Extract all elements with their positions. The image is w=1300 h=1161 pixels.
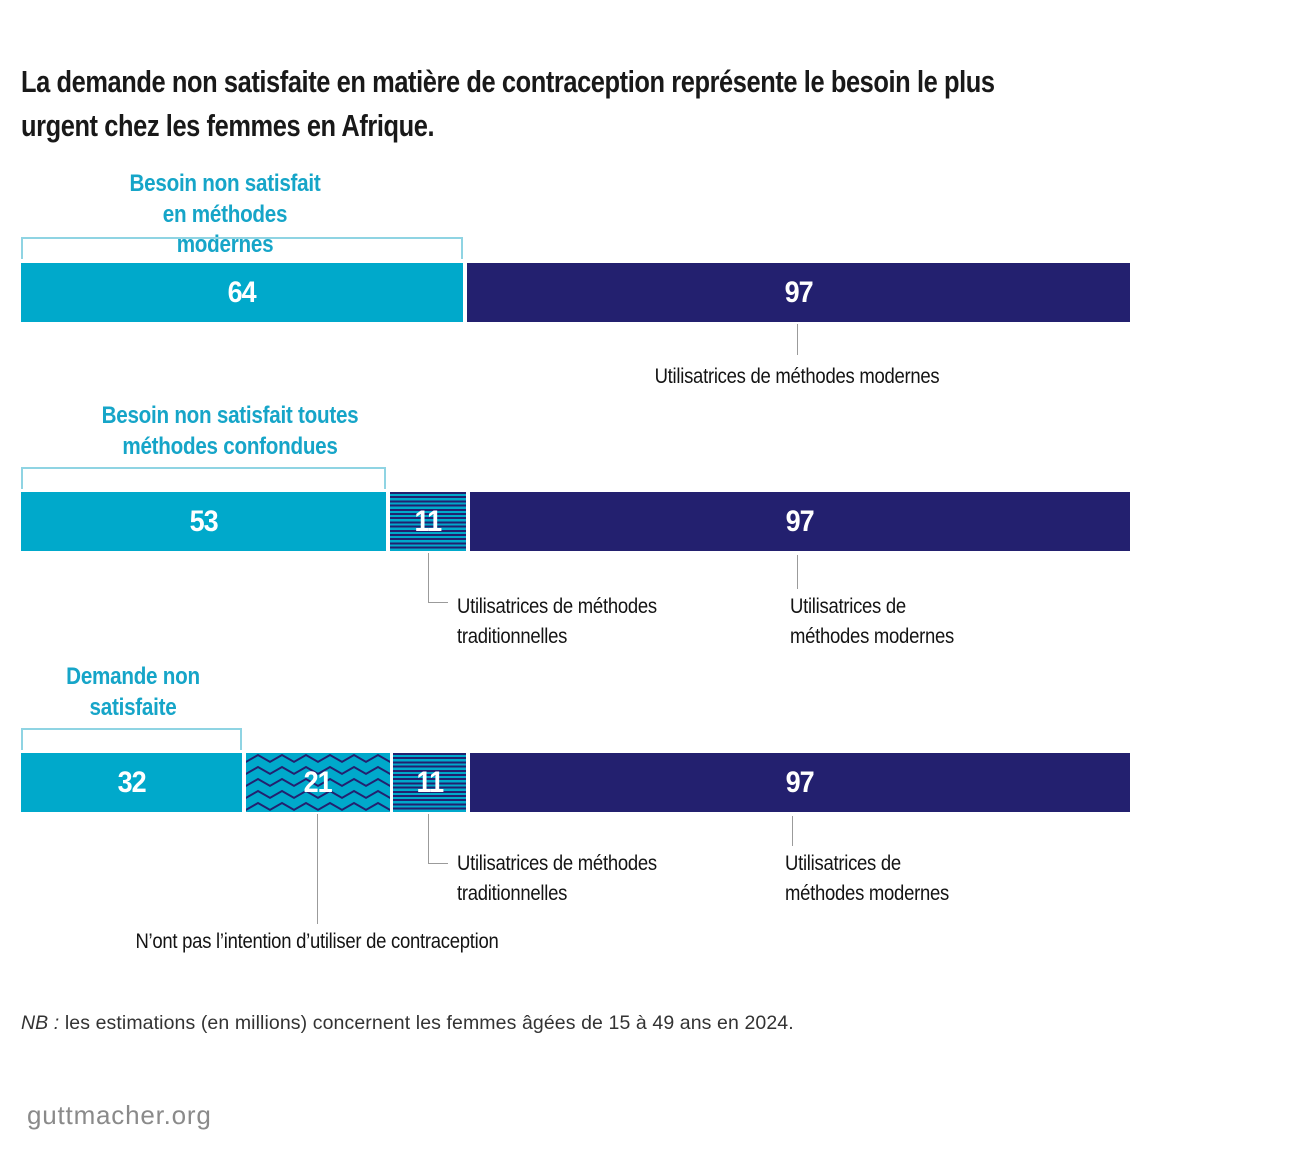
annotation-line: traditionnelles [457,882,568,906]
bar3-value-97: 97 [785,765,815,799]
bracket-label-line: Besoin non satisfait [129,170,321,197]
bracket-label-line: Demande non [66,663,200,690]
footnote: NB : les estimations (en millions) conce… [21,1012,1021,1035]
annotation-line: Utilisatrices de méthodes [457,852,657,875]
annotation-line: traditionnelles [457,625,568,649]
annotation-row3-modern-users: Utilisatrices de méthodes modernes [785,849,987,910]
bar2-value-53: 53 [189,504,218,538]
bar2-value-97: 97 [785,504,815,538]
bracket-row3 [21,728,242,750]
annotation-line: N’ont pas l’intention d’utiliser de cont… [135,930,499,953]
chart-title: La demande non satisfaite en matière de … [21,60,1071,148]
annotation-line: méthodes modernes [785,882,949,906]
bar2-segment-unmet-all: 53 [21,492,386,551]
bracket-row2 [21,467,386,489]
footnote-prefix: NB : [21,1012,60,1034]
bracket-label-unmet-modern: Besoin non satisfait en méthodes moderne… [118,169,333,261]
bar3-value-32: 32 [117,765,146,799]
annotation-row3-no-intention: N’ont pas l’intention d’utiliser de cont… [88,927,546,957]
bar2-segment-modern-users: 97 [470,492,1130,551]
bar3-segment-no-intention: 21 [246,753,390,812]
chart-title-line1: La demande non satisfaite en matière de … [21,64,995,99]
connector-row1-modern [797,324,798,355]
connector-row3-traditional-vertical [428,814,429,864]
annotation-row2-modern-users: Utilisatrices de méthodes modernes [790,592,992,653]
bar1-value-64: 64 [227,275,257,309]
chart-title-line2: urgent chez les femmes en Afrique. [21,108,435,144]
annotation-row3-traditional-users: Utilisatrices de méthodes traditionnelle… [457,849,703,910]
annotation-row1-modern-users: Utilisatrices de méthodes modernes [621,362,973,392]
bar3-segment-modern-users: 97 [470,753,1130,812]
annotation-line: Utilisatrices de méthodes [457,595,657,618]
bar2-value-11: 11 [414,504,443,538]
annotation-line: méthodes modernes [790,625,954,649]
annotation-line: Utilisatrices de méthodes modernes [654,365,940,388]
zigzag-pattern [246,753,390,812]
bracket-label-unmet-all-methods: Besoin non satisfait toutes méthodes con… [97,401,364,462]
bracket-label-unmet-demand: Demande non satisfaite [47,662,219,723]
annotation-line: Utilisatrices de [790,595,906,618]
bracket-row1 [21,237,463,259]
connector-row3-no-intention [317,814,318,924]
annotation-line: Utilisatrices de [785,852,901,875]
bar3-value-11: 11 [416,765,444,799]
bar3-segment-unmet-demand: 32 [21,753,242,812]
connector-row2-traditional-elbow [428,602,448,603]
bar3-segment-traditional-users: 11 [393,753,466,812]
bar1-segment-unmet-modern: 64 [21,263,463,322]
bar1-value-97: 97 [784,275,813,309]
bracket-label-line: Besoin non satisfait toutes [101,402,359,429]
footnote-text: les estimations (en millions) concernent… [59,1012,794,1034]
connector-row2-modern [797,555,798,589]
connector-row3-modern [792,816,793,846]
source-url: guttmacher.org [27,1100,212,1130]
bracket-label-line: méthodes confondues [122,432,338,460]
bar1-segment-modern-users: 97 [467,263,1130,322]
annotation-row2-traditional-users: Utilisatrices de méthodes traditionnelle… [457,592,703,653]
bar3-value-21: 21 [303,765,333,799]
connector-row3-traditional-elbow [428,863,448,864]
connector-row2-traditional-vertical [428,553,429,603]
bar2-segment-traditional-users: 11 [390,492,466,551]
bracket-label-line: en méthodes modernes [162,200,288,259]
bracket-label-line: satisfaite [89,693,177,721]
